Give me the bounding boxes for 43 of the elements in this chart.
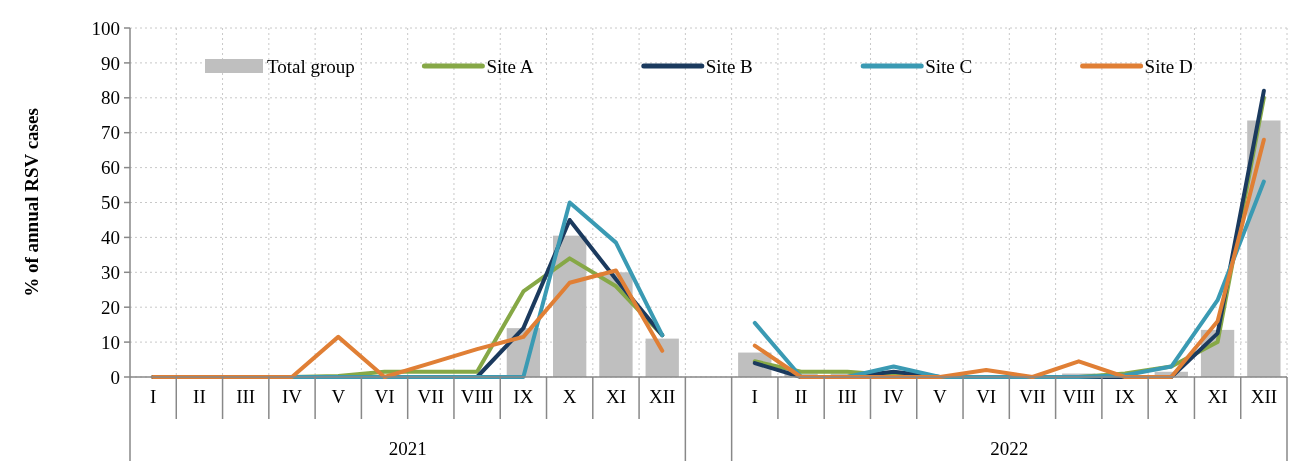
y-tick-label: 40 [101,227,120,249]
x-tick-label: XI [1207,386,1228,407]
x-tick-label: II [193,386,206,407]
y-tick-label: 10 [101,331,120,353]
x-tick-label: VII [417,386,445,407]
x-tick-label: IV [281,386,303,407]
x-tick-label: III [837,386,857,407]
y-axis-title: % of annual RSV cases [21,108,42,297]
x-tick-label: VI [374,386,395,407]
legend-label: Site A [486,55,534,77]
y-tick-label: 20 [101,296,120,318]
text: 2021 [388,438,427,459]
text: 2022 [990,438,1029,459]
legend-label: Site C [925,55,973,77]
x-tick-label: VII [1019,386,1046,407]
y-tick-label: 90 [101,52,120,74]
x-tick-label: I [751,386,758,407]
y-tick-label: 80 [101,87,120,109]
y-tick-label: 50 [101,192,120,214]
y-tick-label: 70 [101,122,120,144]
x-tick-label: VI [976,386,997,407]
y-tick-label: 60 [101,157,120,179]
x-tick-label: X [562,386,577,407]
y-tick-label: 100 [91,17,120,39]
x-tick-label: III [236,386,256,407]
x-tick-label: V [331,386,346,407]
legend-label: Site B [705,55,753,77]
x-tick-label: XII [649,386,676,407]
x-tick-label: I [149,386,157,407]
x-tick-label: IX [1114,386,1136,407]
y-tick-label: 30 [101,261,120,283]
x-tick-label: IX [513,386,534,407]
x-tick-label: VIII [1062,386,1096,407]
x-tick-label: VIII [460,386,494,407]
x-tick-label: V [933,386,948,407]
x-tick-label: II [794,386,808,407]
x-tick-label: IV [883,386,904,407]
legend-label: Total group [267,55,355,77]
y-tick-label: 0 [110,366,120,388]
x-tick-label: X [1164,386,1179,407]
x-tick-label: XII [1250,386,1278,407]
x-tick-label: XI [605,386,626,407]
legend-label: Site D [1144,55,1193,77]
